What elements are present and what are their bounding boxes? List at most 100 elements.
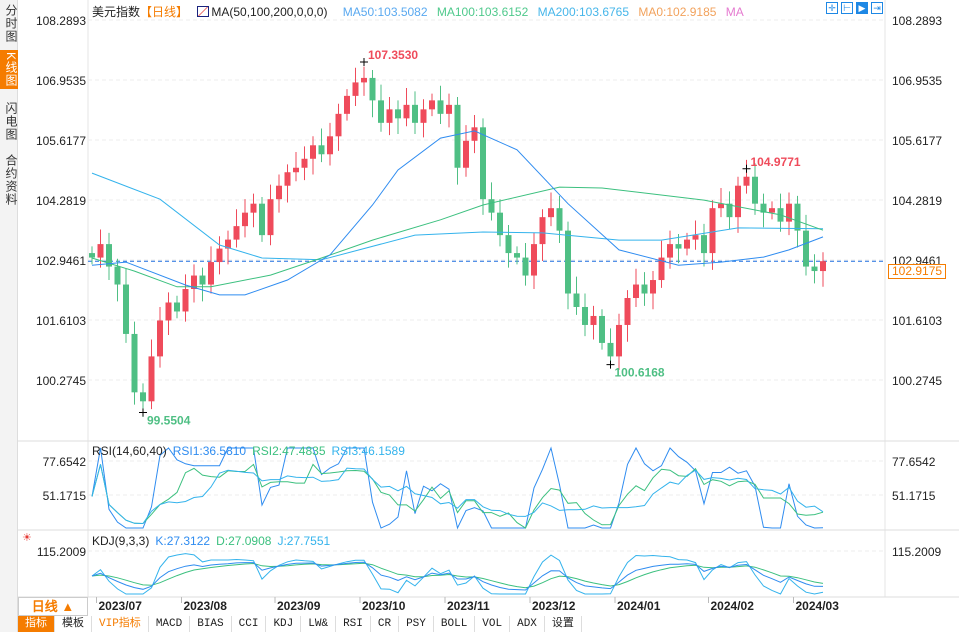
candle xyxy=(454,97,461,185)
candle xyxy=(378,84,384,132)
candle-body xyxy=(599,315,605,343)
candle xyxy=(497,199,503,247)
candle xyxy=(718,187,724,218)
candle xyxy=(794,195,801,248)
tab-vol[interactable]: VOL xyxy=(475,616,511,632)
candle xyxy=(760,193,767,228)
candle xyxy=(811,254,818,284)
tab-adx[interactable]: ADX xyxy=(510,616,545,632)
candle-body xyxy=(726,203,733,218)
ma200-value: MA200:103.6765 xyxy=(537,5,630,19)
price-tick: 106.9535 xyxy=(35,74,86,88)
tab-contract-info[interactable]: 合约资料 xyxy=(4,154,18,206)
candle-body xyxy=(497,212,503,236)
date-tick: 2024/02 xyxy=(710,599,754,613)
tab-cci[interactable]: CCI xyxy=(231,616,267,632)
candle xyxy=(675,233,682,264)
candle-body xyxy=(182,289,189,312)
candle-body xyxy=(412,104,418,123)
candle-body xyxy=(582,306,588,325)
candle xyxy=(590,305,597,340)
candle-body xyxy=(403,104,410,119)
candle-body xyxy=(658,257,665,281)
candle-body xyxy=(106,244,112,267)
tab-timeshare[interactable]: 分时图 xyxy=(4,4,18,43)
candle-body xyxy=(361,77,367,83)
candle-body xyxy=(131,333,138,393)
candle-body xyxy=(446,104,452,114)
candle-body xyxy=(769,208,775,213)
extreme-marker xyxy=(139,408,147,417)
crosshair-icon[interactable]: ✛ xyxy=(826,2,838,14)
candle-body xyxy=(199,275,206,285)
tab-模板[interactable]: 模板 xyxy=(55,616,92,632)
candle-body xyxy=(573,293,580,307)
candle-body xyxy=(165,302,172,321)
candle xyxy=(284,164,291,203)
rsi2-line xyxy=(91,463,824,529)
rsi3-line xyxy=(91,464,824,525)
candle xyxy=(250,193,257,228)
candle xyxy=(667,230,673,269)
candle xyxy=(344,89,350,121)
tab-vip指标[interactable]: VIP指标 xyxy=(92,616,149,632)
settings-sun-icon[interactable]: ☀ xyxy=(22,532,32,544)
candle xyxy=(420,99,427,138)
tab-psy[interactable]: PSY xyxy=(399,616,434,632)
candle xyxy=(701,223,707,267)
tab-kline[interactable]: K线图 xyxy=(0,50,18,90)
tab-kdj[interactable]: KDJ xyxy=(266,616,302,632)
tab-lw[interactable]: LW& xyxy=(301,616,337,632)
range-icon[interactable]: ⊢ xyxy=(841,2,853,14)
candle xyxy=(148,339,155,410)
candle-body xyxy=(565,230,571,294)
ma-setting[interactable]: MA(50,100,200,0,0,0) xyxy=(197,5,333,19)
tab-rsi[interactable]: RSI xyxy=(336,616,371,632)
kdj-k-line xyxy=(91,561,824,591)
candle xyxy=(318,128,325,163)
candle-body xyxy=(174,302,180,312)
candle-body xyxy=(641,284,648,294)
candle-body xyxy=(684,239,690,249)
tab-macd[interactable]: MACD xyxy=(148,616,191,632)
period-selector[interactable]: 日线 ▲ xyxy=(18,597,88,616)
tab-boll[interactable]: BOLL xyxy=(433,616,476,632)
candle xyxy=(641,272,648,306)
ma50-value: MA50:103.5082 xyxy=(342,5,428,19)
candle xyxy=(386,97,393,136)
extreme-marker xyxy=(742,164,751,173)
date-tick: 2023/10 xyxy=(362,599,406,613)
tab-flash[interactable]: 闪电图 xyxy=(4,102,18,141)
rsi-title: RSI(14,60,40) xyxy=(92,444,167,458)
kdj-j: J:27.7551 xyxy=(277,534,331,548)
candle-body xyxy=(454,104,461,168)
price-tick: 104.2819 xyxy=(892,194,943,208)
rsi-tick: 77.6542 xyxy=(42,455,86,469)
candle-body xyxy=(420,109,427,123)
candle xyxy=(522,242,529,286)
candle xyxy=(267,184,274,246)
price-tick: 100.2745 xyxy=(35,374,86,388)
tab-cr[interactable]: CR xyxy=(370,616,400,632)
rsi3-value: RSI3:46.1589 xyxy=(331,444,405,458)
candle xyxy=(616,313,622,370)
play-icon[interactable]: ▶ xyxy=(856,2,868,14)
date-tick: 2023/11 xyxy=(447,599,490,613)
ma100-value: MA100:103.6152 xyxy=(436,5,529,19)
date-tick: 2023/12 xyxy=(532,599,576,613)
ma100-line xyxy=(91,186,824,288)
rsi-tick: 77.6542 xyxy=(892,455,936,469)
tab-bias[interactable]: BIAS xyxy=(190,616,232,632)
tab-设置[interactable]: 设置 xyxy=(544,616,582,632)
exit-icon[interactable]: ⇥ xyxy=(871,2,883,14)
candle xyxy=(301,146,308,181)
candle xyxy=(131,321,138,405)
candle xyxy=(752,163,758,215)
candle xyxy=(89,246,95,265)
candle-body xyxy=(276,185,282,200)
tab-指标[interactable]: 指标 xyxy=(18,616,55,632)
candle-body xyxy=(429,100,435,110)
candle xyxy=(429,93,435,117)
candle-body xyxy=(318,145,325,155)
